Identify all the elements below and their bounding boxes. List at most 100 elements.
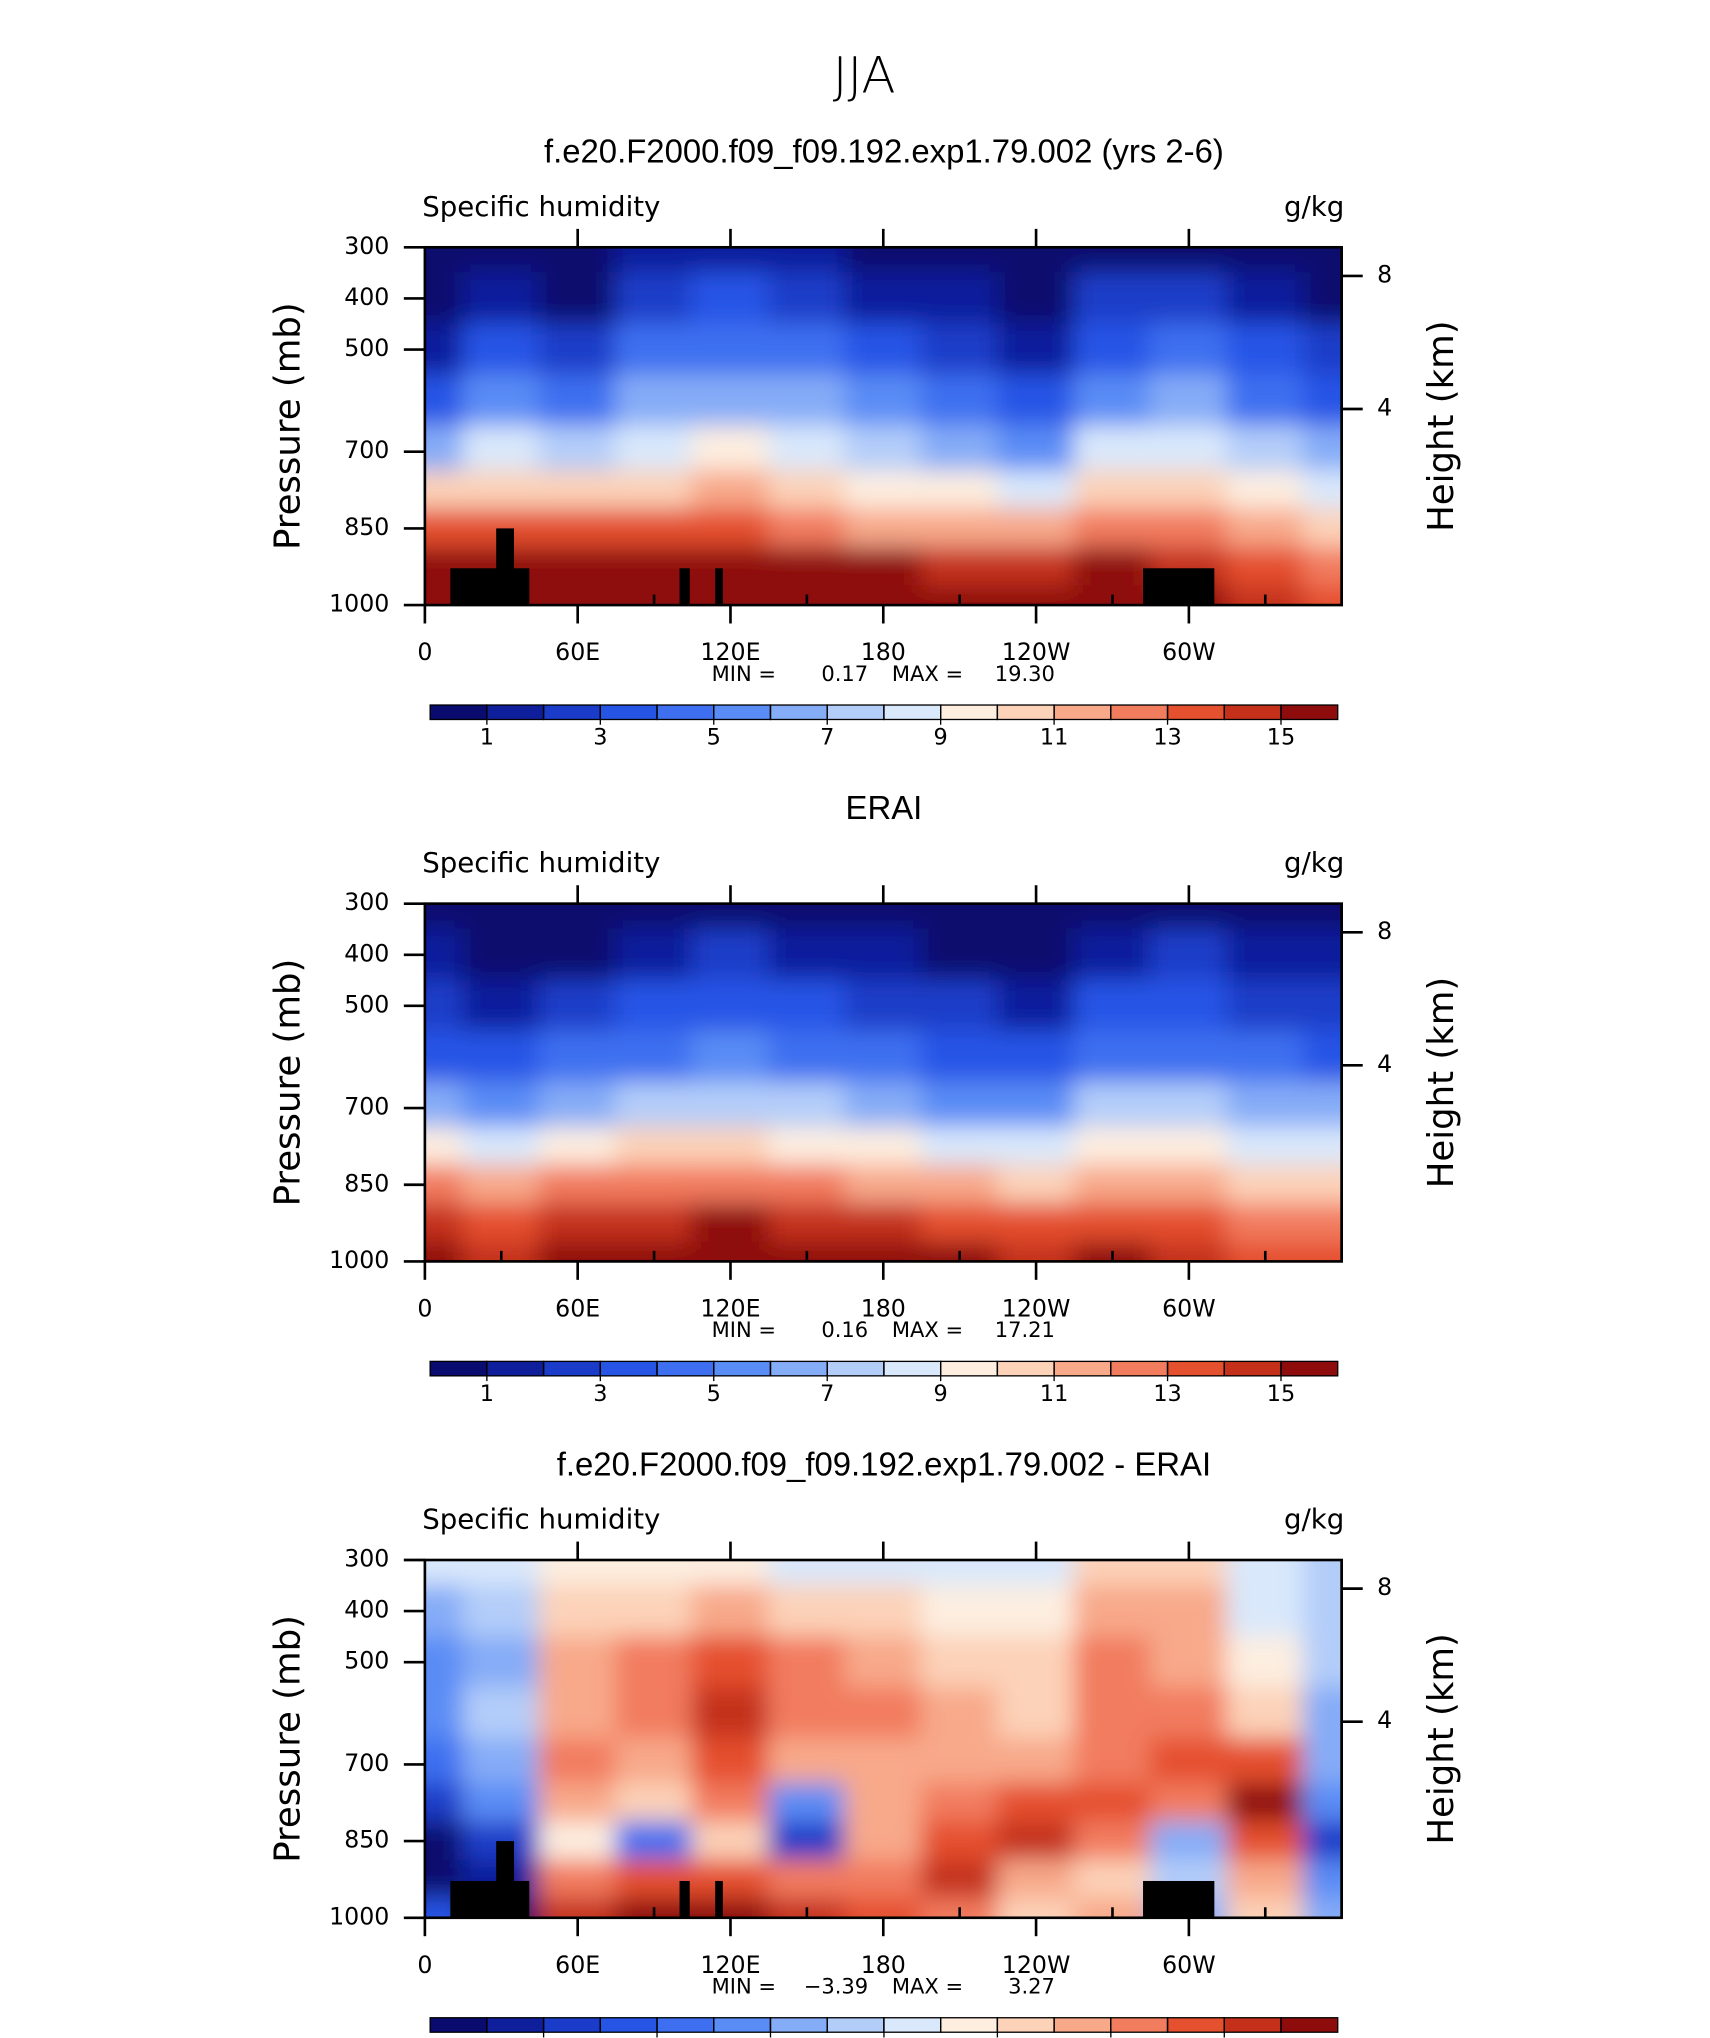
contour-cell — [1073, 1782, 1152, 1823]
contour-cell — [615, 979, 693, 1033]
x-tick-label: 60W — [1162, 1951, 1216, 1979]
contour-cell — [844, 470, 923, 510]
contour-cell — [1226, 1081, 1305, 1128]
colorbar-box — [713, 1360, 772, 1377]
contour-cell — [424, 425, 464, 472]
contour-cell — [615, 1081, 693, 1128]
contour-cell — [691, 903, 770, 930]
contour-cell — [615, 928, 693, 981]
contour-cell — [844, 1203, 923, 1243]
contour-cell — [1073, 1859, 1152, 1900]
contour-cell — [424, 247, 464, 274]
y-tick-label: 700 — [344, 1093, 389, 1121]
contour-cell — [615, 1560, 693, 1587]
contour-cell — [920, 979, 999, 1033]
x-tick-label: 180 — [861, 1951, 906, 1979]
contour-cell — [768, 1560, 846, 1587]
contour-cell — [538, 585, 617, 606]
contour-cell — [1150, 374, 1228, 427]
contour-cell — [768, 1584, 846, 1638]
contour-cell — [1226, 1164, 1305, 1205]
topography-mask — [679, 568, 690, 606]
y-tick-label: 400 — [344, 1596, 389, 1624]
topography-mask — [715, 568, 723, 606]
contour-cell — [844, 425, 923, 472]
contour-cell — [1302, 1687, 1342, 1740]
contour-cell — [462, 1126, 541, 1167]
y-tick-label: 300 — [344, 232, 389, 260]
y-tick-label: 700 — [344, 1749, 389, 1777]
colorbar-tick-label: 7 — [820, 724, 834, 750]
contour-cell — [462, 903, 541, 930]
contour-cell — [1073, 585, 1152, 606]
contour-cell — [1226, 1782, 1305, 1823]
min-value: −3.39 — [804, 1973, 868, 1998]
contour-cell — [844, 272, 923, 325]
contour-cell — [997, 1203, 1075, 1243]
colorbar-box — [542, 704, 601, 721]
x-tick-label: 180 — [861, 638, 906, 666]
contour-cell — [691, 1687, 770, 1740]
contour-cell — [1226, 546, 1305, 587]
contour-cell — [691, 546, 770, 587]
colorbar-box — [1280, 704, 1339, 721]
contour-cell — [1150, 508, 1228, 549]
contour-cell — [920, 585, 999, 606]
contour-cell — [920, 1821, 999, 1861]
contour-cell — [1073, 425, 1152, 472]
y2-axis-label: Height (km) — [1421, 1633, 1462, 1844]
contour-cell — [1150, 1738, 1228, 1785]
contour-cell — [615, 1687, 693, 1740]
y-tick-label: 1000 — [329, 590, 389, 618]
contour-cell — [424, 1164, 464, 1205]
contour-cell — [920, 247, 999, 274]
contour-cell — [1302, 470, 1342, 510]
contour-cell — [768, 374, 846, 427]
y-tick-label: 500 — [344, 334, 389, 362]
contour-cell — [920, 272, 999, 325]
contour-cell — [615, 425, 693, 472]
contour-cell — [1302, 323, 1342, 376]
contour-cell — [1302, 903, 1342, 930]
contour-cell — [1226, 323, 1305, 376]
contour-cell — [1302, 1203, 1342, 1243]
contour-cell — [768, 546, 846, 587]
contour-cell — [424, 928, 464, 981]
contour-cell — [920, 425, 999, 472]
contour-cell — [424, 470, 464, 510]
colorbar-box — [486, 2017, 545, 2033]
contour-cell — [844, 1584, 923, 1638]
colorbar-box — [1223, 2017, 1282, 2033]
contour-cell — [1226, 979, 1305, 1033]
contour-cell — [1302, 1782, 1342, 1823]
colorbar-tick-label: 15 — [1267, 1381, 1295, 1407]
contour-cell — [768, 1241, 846, 1262]
x-tick-label: 60E — [555, 1951, 600, 1979]
contour-cell — [1073, 323, 1152, 376]
contour-cell — [920, 374, 999, 427]
contour-cell — [844, 1164, 923, 1205]
contour-cell — [462, 247, 541, 274]
contour-cell — [768, 585, 846, 606]
contour-cell — [691, 1164, 770, 1205]
contour-cell — [424, 1081, 464, 1128]
figure-title: JJA — [833, 46, 896, 104]
contour-cell — [997, 470, 1075, 510]
contour-cell — [768, 1738, 846, 1785]
contour-cell — [538, 1203, 617, 1243]
contour-cell — [1150, 1203, 1228, 1243]
contour-cell — [424, 1687, 464, 1740]
colorbar-box — [656, 1360, 715, 1377]
colorbar-box — [940, 704, 999, 721]
contour-cell — [1150, 1081, 1228, 1128]
contour-cell — [691, 1738, 770, 1785]
contour-cell — [997, 585, 1075, 606]
contour-cell — [691, 1030, 770, 1084]
contour-cell — [615, 1821, 693, 1861]
y2-tick-label: 4 — [1377, 1706, 1392, 1734]
contour-cell — [844, 374, 923, 427]
contour-cell — [1226, 1126, 1305, 1167]
contour-cell — [920, 1560, 999, 1587]
